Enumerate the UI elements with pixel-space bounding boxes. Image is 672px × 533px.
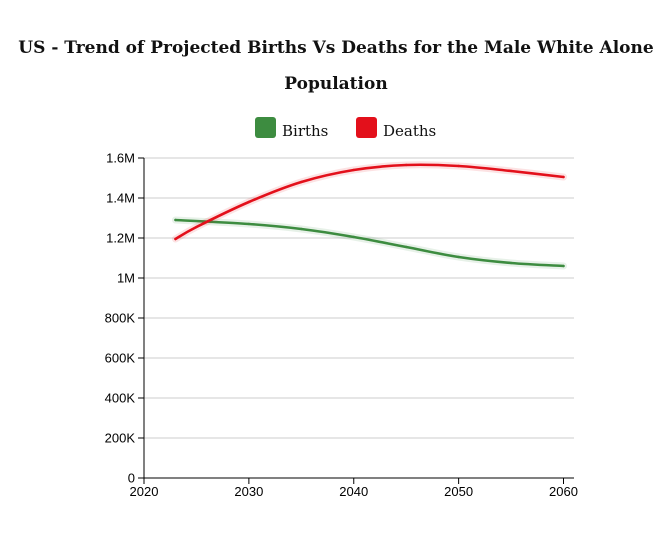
y-tick-label: 0 [128,471,135,486]
y-tick-label: 600K [105,351,136,366]
data-point-deaths [352,168,355,172]
legend-item-deaths[interactable]: Deaths [356,117,436,140]
x-tick-label: 2030 [234,484,263,499]
legend-swatch [255,117,276,138]
y-tick-label: 800K [105,311,136,326]
y-tick-label: 1.2M [106,231,135,246]
data-point-deaths [562,175,565,179]
y-tick-label: 400K [105,391,136,406]
data-point-deaths [247,200,251,204]
grid-lines [144,157,574,439]
x-tick-label: 2020 [130,484,159,499]
data-point-births [174,218,177,222]
chart-title: US - Trend of Projected Births Vs Deaths… [18,38,654,94]
data-point-births [404,245,408,249]
series-line-deaths[interactable] [174,163,565,241]
legend-item-births[interactable]: Births [255,117,328,140]
data-point-deaths [509,169,513,173]
legend-label: Deaths [383,122,436,140]
data-point-deaths [300,180,303,184]
legend-label: Births [282,122,328,140]
data-point-deaths [174,237,177,241]
chart-axes: 0 200K 400K 600K 800K 1M 1.2M 1.4M 1.6M 2020 2030 2… [105,151,578,500]
x-tick-label: 2050 [444,484,473,499]
data-point-births [300,227,303,231]
y-tick-label: 1.4M [106,191,135,206]
y-tick-label: 1M [117,271,135,286]
data-point-deaths [195,225,198,229]
x-tick-label: 2040 [339,484,368,499]
data-point-births [352,235,355,239]
data-point-births [509,261,513,265]
plot-area [171,161,568,270]
legend-swatch [356,117,377,138]
series-halo-deaths [171,161,568,243]
y-tick-label: 1.6M [106,151,135,166]
data-point-births [247,222,251,226]
y-tick-label: 200K [105,431,136,446]
data-point-births [457,255,460,259]
data-point-deaths [457,164,460,168]
data-point-deaths [404,163,408,167]
x-tick-label: 2060 [549,484,578,499]
data-point-births [562,264,565,268]
series-halo-births [171,216,568,270]
chart-legend: Births Deaths [255,117,436,140]
